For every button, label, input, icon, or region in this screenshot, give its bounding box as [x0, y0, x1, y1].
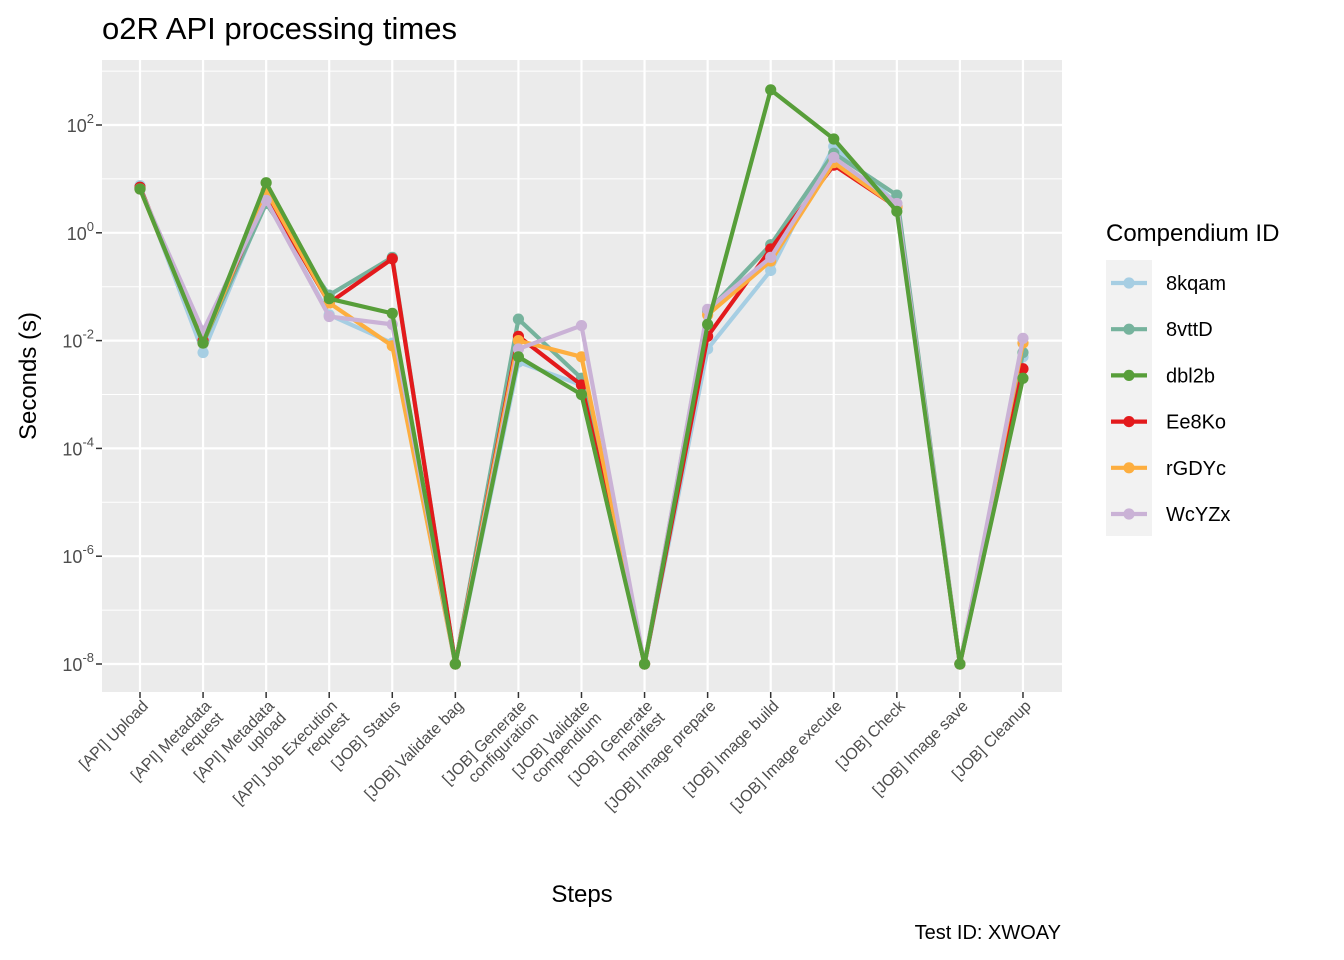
- legend-item-rGDYc: rGDYc: [1111, 458, 1226, 480]
- legend-key-point: [1123, 277, 1135, 289]
- data-point: [702, 318, 714, 330]
- legend-label: Ee8Ko: [1166, 412, 1226, 434]
- data-point: [954, 658, 966, 670]
- y-tick-label: 10-2: [62, 327, 94, 352]
- y-tick-label: 10-8: [62, 650, 94, 675]
- x-tick-label: [JOB] Image execute: [728, 698, 846, 816]
- y-axis: 102 100 10-2 10-4 10-6 10-8: [62, 111, 102, 675]
- data-point: [891, 205, 903, 217]
- caption: Test ID: XWOAY: [915, 922, 1061, 944]
- y-axis-title: Seconds (s): [15, 312, 42, 440]
- legend-label: 8vttD: [1166, 319, 1213, 341]
- data-point: [765, 251, 777, 263]
- legend-item-8kqam: 8kqam: [1111, 273, 1226, 295]
- legend-label: rGDYc: [1166, 458, 1226, 480]
- legend-key-point: [1123, 416, 1135, 428]
- data-point: [197, 337, 209, 349]
- data-point: [765, 264, 777, 277]
- x-axis: [API] Upload[API] Metadatarequest[API] M…: [76, 692, 1035, 816]
- grid-lines: [102, 60, 1062, 692]
- x-axis-title: Steps: [551, 881, 612, 908]
- legend-key-point: [1123, 508, 1135, 520]
- data-point: [134, 183, 146, 195]
- legend: Compendium ID 8kqam 8vttD dbl2b Ee8Ko rGDYc W…: [1106, 220, 1279, 536]
- data-point: [575, 379, 588, 391]
- data-point: [575, 388, 588, 401]
- data-point: [512, 343, 525, 355]
- legend-key-point: [1123, 462, 1135, 474]
- chart-title: o2R API processing times: [102, 11, 457, 46]
- legend-label: WcYZx: [1166, 504, 1230, 526]
- y-tick-label: 10-4: [62, 434, 94, 459]
- series-dbl2b: [134, 84, 1029, 670]
- legend-item-Ee8Ko: Ee8Ko: [1111, 412, 1226, 434]
- legend-key-point: [1123, 323, 1135, 335]
- legend-item-8vttD: 8vttD: [1111, 319, 1213, 341]
- legend-title: Compendium ID: [1106, 220, 1279, 247]
- data-point: [1017, 372, 1029, 384]
- data-point: [386, 307, 398, 319]
- legend-item-dbl2b: dbl2b: [1111, 365, 1215, 387]
- data-point: [512, 313, 525, 325]
- data-point: [575, 351, 588, 363]
- data-point: [1017, 332, 1029, 344]
- data-point: [638, 658, 651, 670]
- data-point: [449, 658, 461, 670]
- legend-key-point: [1123, 369, 1135, 381]
- data-series: [134, 84, 1029, 670]
- data-point: [512, 335, 525, 347]
- data-point: [512, 351, 525, 363]
- legend-item-WcYZx: WcYZx: [1111, 504, 1230, 526]
- data-point: [323, 293, 335, 305]
- data-point: [197, 346, 209, 359]
- data-point: [260, 177, 272, 189]
- data-point: [891, 189, 903, 201]
- data-point: [386, 253, 398, 265]
- y-tick-label: 10-6: [62, 542, 94, 567]
- y-tick-label: 100: [67, 219, 94, 244]
- y-tick-label: 102: [67, 111, 94, 136]
- data-point: [765, 84, 777, 96]
- data-point: [575, 319, 588, 332]
- data-point: [828, 133, 840, 145]
- data-point: [828, 151, 840, 164]
- data-point: [260, 194, 272, 206]
- legend-key-background: [1106, 260, 1152, 536]
- legend-label: 8kqam: [1166, 273, 1226, 295]
- data-point: [323, 310, 335, 323]
- legend-label: dbl2b: [1166, 365, 1215, 387]
